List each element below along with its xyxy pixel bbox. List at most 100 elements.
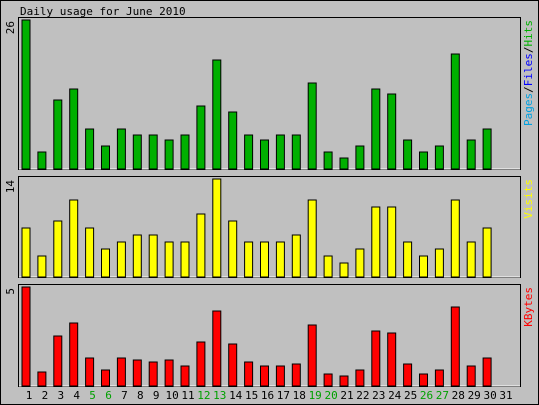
- bar-kbytes-day-16: [260, 365, 269, 387]
- bar-hits-day-29: [466, 139, 476, 170]
- bar-hits-day-18: [291, 134, 301, 170]
- bar-hits-day-15: [244, 134, 254, 170]
- panel-frame-hits: [18, 17, 521, 170]
- chart-title: Daily usage for June 2010: [20, 5, 186, 18]
- legend-visits: Visits: [522, 179, 535, 219]
- bar-kbytes-day-28: [450, 306, 460, 387]
- bar-visits-day-29: [466, 241, 476, 278]
- bar-hits-day-2: [37, 151, 47, 170]
- bar-visits-day-28: [450, 199, 460, 278]
- bar-visits-day-18: [291, 234, 301, 278]
- bar-visits-day-26: [419, 255, 428, 278]
- bar-kbytes-day-27: [434, 369, 444, 387]
- x-tick-label-day-5: 5: [89, 389, 96, 402]
- bar-kbytes-day-10: [164, 359, 174, 387]
- bar-kbytes-day-25: [403, 363, 413, 387]
- bar-kbytes-day-9: [148, 361, 158, 387]
- legend-separator: /: [522, 47, 535, 54]
- legend-item-visits: Visits: [522, 179, 535, 219]
- bar-hits-day-3: [53, 99, 63, 170]
- bar-visits-day-13: [212, 178, 222, 278]
- bar-hits-day-27: [434, 145, 444, 170]
- bar-kbytes-day-13: [212, 310, 222, 387]
- bar-kbytes-day-3: [53, 335, 63, 387]
- bar-hits-day-14: [228, 111, 238, 170]
- x-tick-label-day-29: 29: [468, 389, 481, 402]
- legend-kbytes: KBytes: [522, 287, 535, 327]
- bar-visits-day-24: [387, 206, 397, 278]
- bar-kbytes-day-6: [101, 369, 110, 387]
- bar-kbytes-day-2: [37, 371, 47, 387]
- bar-hits-day-9: [148, 134, 158, 170]
- bar-visits-day-14: [228, 220, 238, 278]
- legend-item-pages: Pages: [522, 93, 535, 126]
- bar-hits-day-19: [307, 82, 317, 170]
- x-tick-label-day-27: 27: [436, 389, 449, 402]
- bar-visits-day-3: [53, 220, 63, 278]
- bar-kbytes-day-23: [371, 330, 381, 387]
- bar-kbytes-day-21: [339, 375, 349, 387]
- bar-kbytes-day-18: [291, 363, 301, 387]
- bar-kbytes-day-24: [387, 332, 397, 387]
- bar-hits-day-11: [180, 134, 190, 170]
- x-tick-label-day-23: 23: [372, 389, 385, 402]
- bar-visits-day-11: [180, 241, 190, 278]
- bar-visits-day-25: [403, 241, 413, 278]
- bar-kbytes-day-30: [482, 357, 492, 387]
- bar-kbytes-day-1: [21, 286, 31, 387]
- bar-visits-day-15: [244, 241, 254, 278]
- x-tick-label-day-4: 4: [73, 389, 80, 402]
- bar-kbytes-day-11: [180, 365, 190, 387]
- bar-kbytes-day-29: [466, 365, 476, 387]
- bar-hits-day-12: [196, 105, 206, 170]
- bar-visits-day-17: [275, 241, 285, 278]
- bar-kbytes-day-22: [355, 369, 365, 387]
- x-tick-label-day-19: 19: [309, 389, 322, 402]
- bar-visits-day-20: [323, 255, 333, 278]
- bar-hits-day-7: [116, 128, 126, 170]
- x-tick-label-day-30: 30: [483, 389, 496, 402]
- bar-hits-day-17: [275, 134, 285, 170]
- bar-visits-day-6: [101, 248, 110, 278]
- bar-hits-day-22: [355, 145, 365, 170]
- bar-kbytes-day-26: [419, 373, 428, 387]
- bar-visits-day-10: [164, 241, 174, 278]
- bar-kbytes-day-7: [116, 357, 126, 387]
- bar-visits-day-30: [482, 227, 492, 278]
- bar-kbytes-day-20: [323, 373, 333, 387]
- bar-hits-day-28: [450, 53, 460, 170]
- x-tick-label-day-1: 1: [26, 389, 33, 402]
- x-tick-label-day-26: 26: [420, 389, 433, 402]
- bar-hits-day-1: [21, 19, 31, 170]
- bar-hits-day-10: [164, 139, 174, 170]
- bar-kbytes-day-5: [85, 357, 95, 387]
- bar-hits-day-5: [85, 128, 95, 170]
- x-tick-label-day-21: 21: [340, 389, 353, 402]
- legend-item-kbytes: KBytes: [522, 287, 535, 327]
- x-tick-label-day-25: 25: [404, 389, 417, 402]
- y-max-label-visits: 14: [4, 180, 17, 194]
- x-tick-label-day-14: 14: [229, 389, 243, 402]
- bar-hits-day-4: [69, 88, 79, 170]
- y-max-label-kbytes: 5: [4, 288, 17, 295]
- bar-visits-day-2: [37, 255, 47, 278]
- bar-hits-day-21: [339, 157, 349, 170]
- bar-visits-day-7: [116, 241, 126, 278]
- x-tick-label-day-11: 11: [181, 389, 194, 402]
- legend-hits: Pages/Files/Hits: [522, 20, 535, 126]
- legend-item-hits: Hits: [522, 20, 535, 47]
- bar-kbytes-day-17: [275, 365, 285, 387]
- x-tick-label-day-15: 15: [245, 389, 258, 402]
- bar-visits-day-1: [21, 227, 31, 278]
- bar-visits-day-5: [85, 227, 95, 278]
- bar-visits-day-16: [260, 241, 269, 278]
- x-tick-label-day-6: 6: [105, 389, 112, 402]
- x-tick-label-day-8: 8: [137, 389, 144, 402]
- x-tick-label-day-31: 31: [499, 389, 512, 402]
- x-tick-label-day-24: 24: [388, 389, 402, 402]
- legend-separator: /: [522, 86, 535, 93]
- bar-hits-day-20: [323, 151, 333, 170]
- bar-kbytes-day-8: [132, 359, 142, 387]
- bar-visits-day-8: [132, 234, 142, 278]
